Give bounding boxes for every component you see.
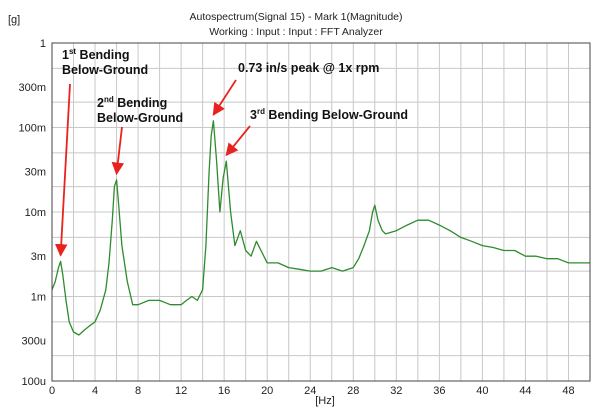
annotation-text-segment: rd [257,107,265,116]
y-axis-label: [g] [8,14,20,26]
annotation-arrow-second-bending [111,126,125,176]
plot-frame [51,42,591,382]
annotation-text-segment: Below-Ground [97,111,183,125]
y-tick-label: 300u [22,336,46,348]
annotation-text-segment: st [69,47,76,56]
annotation-arrow-peak-1x-rpm [212,79,237,116]
annotation-label-first-bending: 1st Bending [62,47,130,62]
y-tick-label: 100m [18,123,46,135]
x-tick-label: 0 [49,385,55,397]
x-tick-label: 16 [218,385,230,397]
annotation-text-segment: Bending Below-Ground [265,108,408,122]
y-tick-label: 1 [40,38,46,50]
series-layer [51,120,590,336]
x-tick-label: 28 [347,385,359,397]
y-tick-label: 300m [18,82,46,94]
annotation-text-segment: nd [104,95,114,104]
annotation-text-segment: Bending [114,96,167,110]
y-tick-label: 10m [25,207,46,219]
series-line [51,120,590,336]
x-tick-label: 32 [390,385,402,397]
annotation-text-segment: 0.73 in/s peak @ 1x rpm [238,61,379,75]
y-tick-label: 30m [25,167,46,179]
y-tick-label: 100u [22,376,46,388]
annotation-arrow-first-bending [54,83,71,257]
annotation-text-segment: 1 [62,48,69,62]
annotation-label-first-bending: Below-Ground [62,63,148,77]
x-tick-label: 48 [562,385,574,397]
annotation-label-peak-1x-rpm: 0.73 in/s peak @ 1x rpm [238,61,379,75]
annotation-text-segment: 2 [97,96,104,110]
annotation-label-second-bending: 2nd Bending [97,95,167,110]
y-tick-label: 1m [31,292,46,304]
annotation-text-segment: Below-Ground [62,63,148,77]
annotation-text-segment: 3 [250,108,257,122]
chart-title: Autospectrum(Signal 15) - Mark 1(Magnitu… [189,11,402,23]
x-tick-label: 4 [92,385,98,397]
x-tick-label: 40 [476,385,488,397]
x-axis-label: [Hz] [315,395,335,407]
annotation-label-third-bending: 3rd Bending Below-Ground [250,107,408,122]
tick-labels: 0 4 8 12 16 20 24 28 32 36 40 44 481300m100m30m10m3m… [18,38,574,397]
annotation-arrow-third-bending [225,125,251,157]
x-tick-label: 24 [304,385,316,397]
x-tick-label: 36 [433,385,445,397]
chart-subtitle: Working : Input : Input : FFT Analyzer [209,26,383,38]
x-tick-label: 8 [135,385,141,397]
annotation-text-segment: Bending [76,48,129,62]
x-tick-label: 20 [261,385,273,397]
x-tick-label: 44 [519,385,531,397]
y-tick-label: 3m [31,251,46,263]
x-tick-label: 12 [175,385,187,397]
annotation-label-second-bending: Below-Ground [97,111,183,125]
